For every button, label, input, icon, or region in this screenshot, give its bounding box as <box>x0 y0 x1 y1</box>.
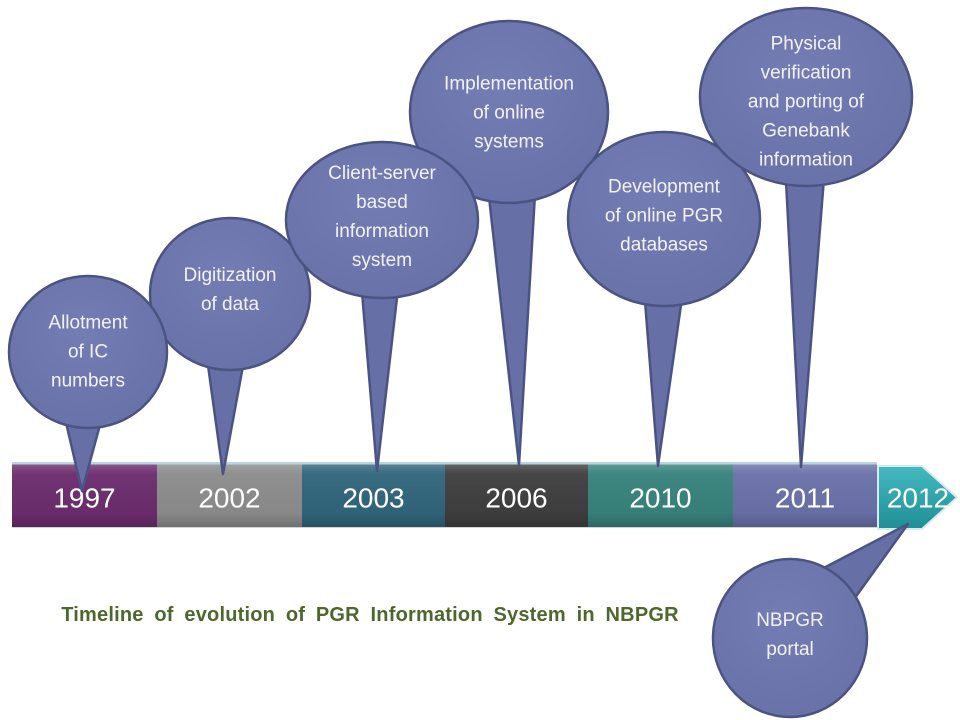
segment-shade <box>157 464 302 527</box>
timeline-segment-2010: 2010 <box>588 464 733 527</box>
callout-bubble-2011 <box>698 6 914 188</box>
callout-bubble-2002 <box>148 216 312 372</box>
year-label-2010: 2010 <box>629 483 691 514</box>
callout-tail-2006 <box>487 192 537 467</box>
callout-bubble-2010 <box>566 130 762 308</box>
diagram-caption: Timeline of evolution of PGR Information… <box>61 604 679 626</box>
callout-label-2010: Development of online PGR databases <box>605 177 723 256</box>
callout-label-2002: Digitization of data <box>184 265 277 315</box>
callout-bubble-2012 <box>711 557 869 719</box>
year-label-2011: 2011 <box>775 483 835 514</box>
timeline-segment-2012: 2012 <box>877 465 958 530</box>
callout-2010: Development of online PGR databases <box>566 130 762 468</box>
arrow-shape-2012 <box>877 465 958 530</box>
callout-bubble-2006 <box>408 19 610 205</box>
callout-label-1997: Allotment of IC numbers <box>48 313 128 392</box>
segment-shade <box>302 464 445 527</box>
segment-shade <box>733 464 877 527</box>
year-label-2012: 2012 <box>887 483 949 514</box>
callout-2011: Physical verification and porting of Geneba… <box>698 6 914 469</box>
timeline-segment-2002: 2002 <box>157 464 302 527</box>
year-label-2003: 2003 <box>342 483 404 514</box>
segment-shade <box>588 464 733 527</box>
callout-tail-2002 <box>205 353 247 476</box>
callout-tail-2003 <box>360 287 400 473</box>
timeline-segment-2003: 2003 <box>302 464 445 527</box>
callout-label-2003: Client-server based information system <box>328 163 436 271</box>
callout-2012: NBPGR portal <box>711 522 910 719</box>
callout-2006: Implementation of online systems <box>408 19 610 467</box>
callout-label-2012: NBPGR portal <box>756 610 824 660</box>
callout-2003: Client-server based information system <box>284 140 480 473</box>
callout-bubble-1997 <box>7 274 169 430</box>
timeline-bar-top-edge <box>12 462 877 465</box>
callout-2002: Digitization of data <box>148 216 312 476</box>
callout-label-2006: Implementation of online systems <box>444 74 574 153</box>
timeline-segment-2011: 2011 <box>733 464 877 527</box>
callout-label-2011: Physical verification and porting of Geneba… <box>748 34 865 171</box>
callout-tail-2011 <box>784 176 826 469</box>
year-label-1997: 1997 <box>53 483 115 514</box>
year-label-2002: 2002 <box>198 483 260 514</box>
callout-1997: Allotment of IC numbers <box>7 274 169 493</box>
year-label-2006: 2006 <box>485 483 547 514</box>
timeline-segment-2006: 2006 <box>445 464 588 527</box>
segment-shade <box>445 464 588 527</box>
callout-bubble-2003 <box>284 140 480 300</box>
callout-tail-2010 <box>643 296 684 468</box>
